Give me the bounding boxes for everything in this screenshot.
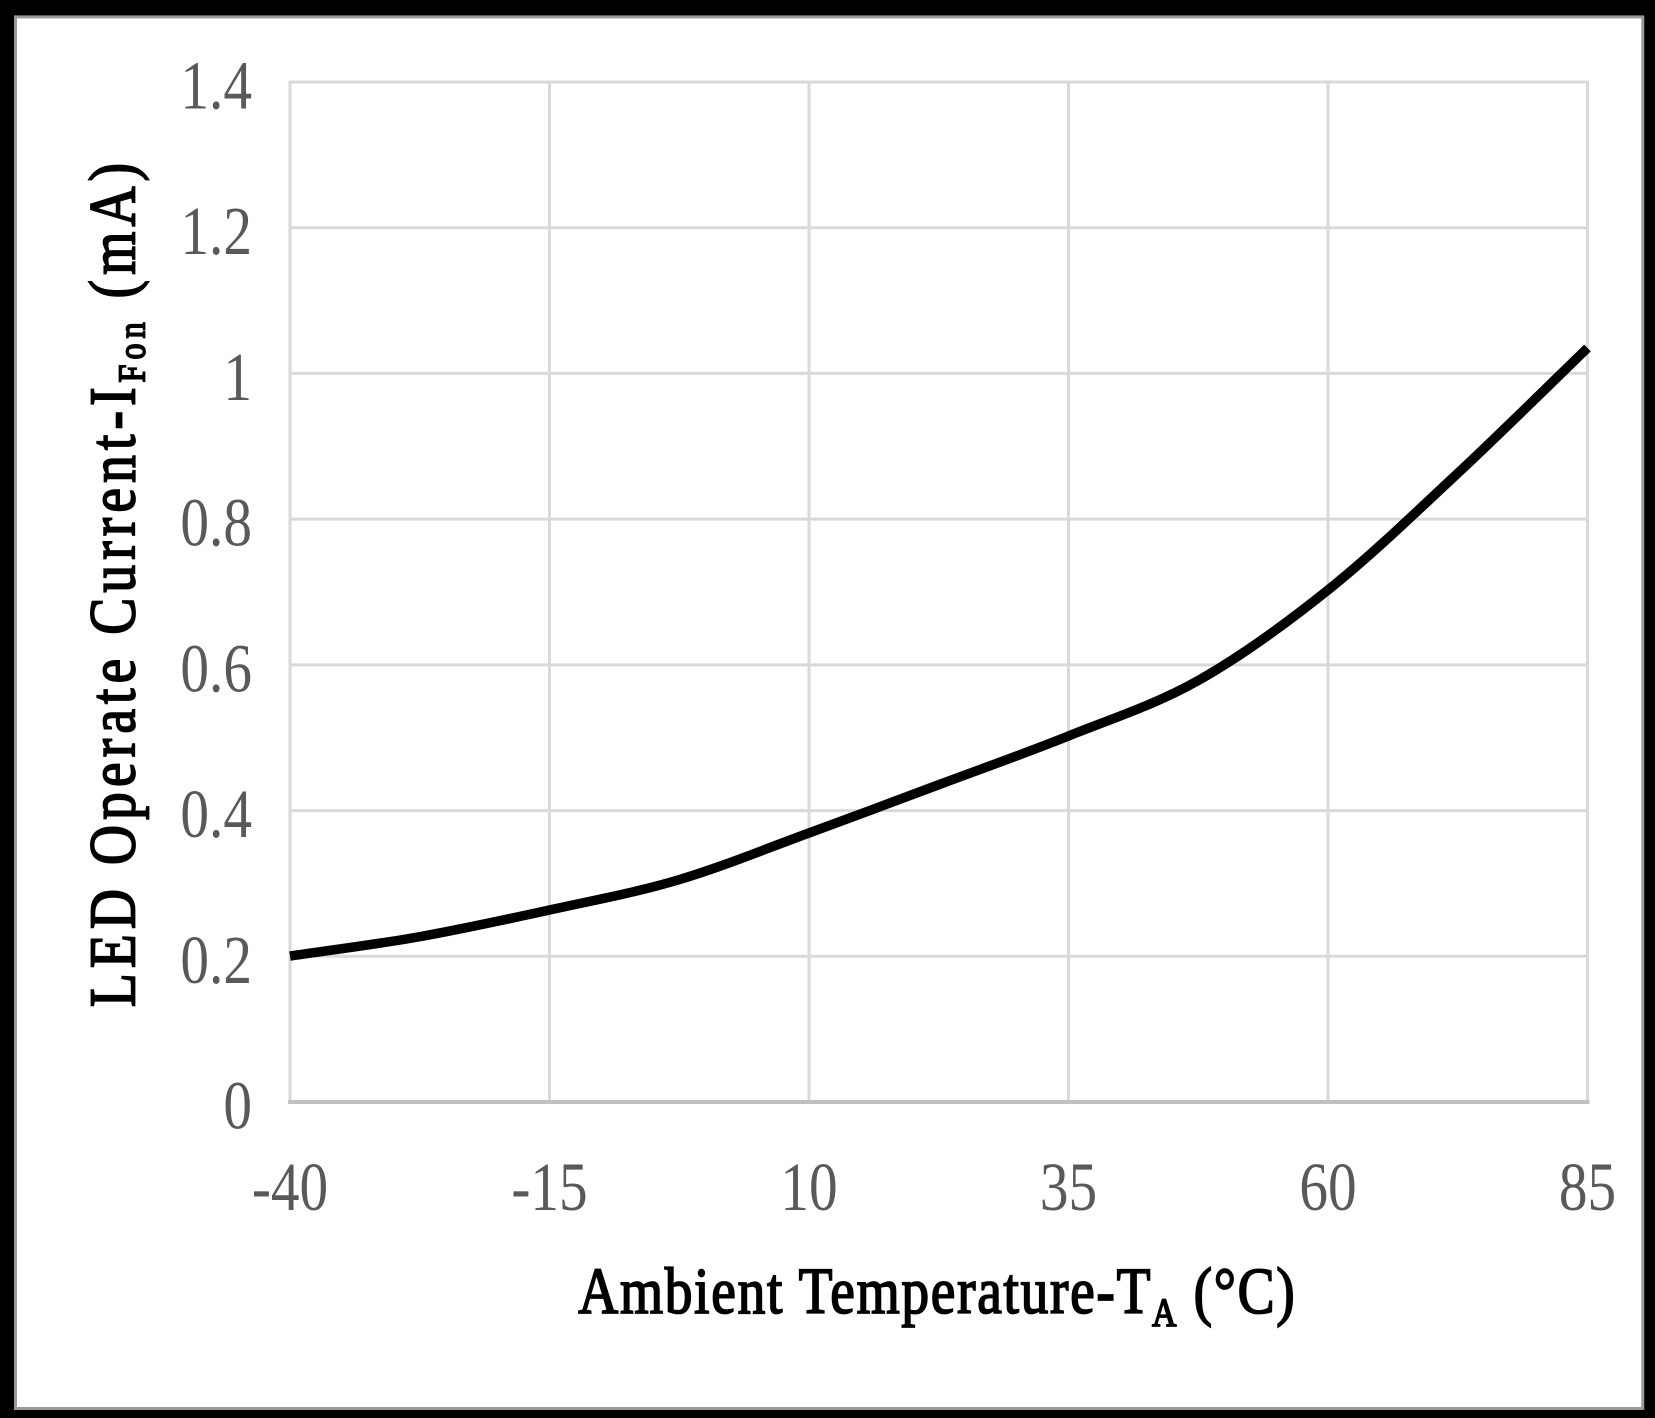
svg-text:Ambient Temperature-TA (°C): Ambient Temperature-TA (°C) xyxy=(578,1256,1295,1335)
svg-text:1.2: 1.2 xyxy=(180,193,252,269)
svg-text:0.8: 0.8 xyxy=(180,485,252,561)
svg-text:0.6: 0.6 xyxy=(180,630,252,706)
svg-text:1: 1 xyxy=(223,339,252,415)
svg-text:-40: -40 xyxy=(252,1149,328,1225)
svg-text:0: 0 xyxy=(223,1068,252,1144)
svg-text:0.2: 0.2 xyxy=(180,922,252,998)
svg-text:10: 10 xyxy=(780,1149,837,1225)
svg-text:-15: -15 xyxy=(511,1149,587,1225)
svg-text:85: 85 xyxy=(1559,1149,1616,1225)
svg-text:60: 60 xyxy=(1299,1149,1356,1225)
svg-text:35: 35 xyxy=(1040,1149,1097,1225)
svg-text:LED Operate Current-IFon (mA): LED Operate Current-IFon (mA) xyxy=(77,163,153,1007)
svg-text:1.4: 1.4 xyxy=(180,48,252,124)
svg-text:0.4: 0.4 xyxy=(180,776,252,852)
